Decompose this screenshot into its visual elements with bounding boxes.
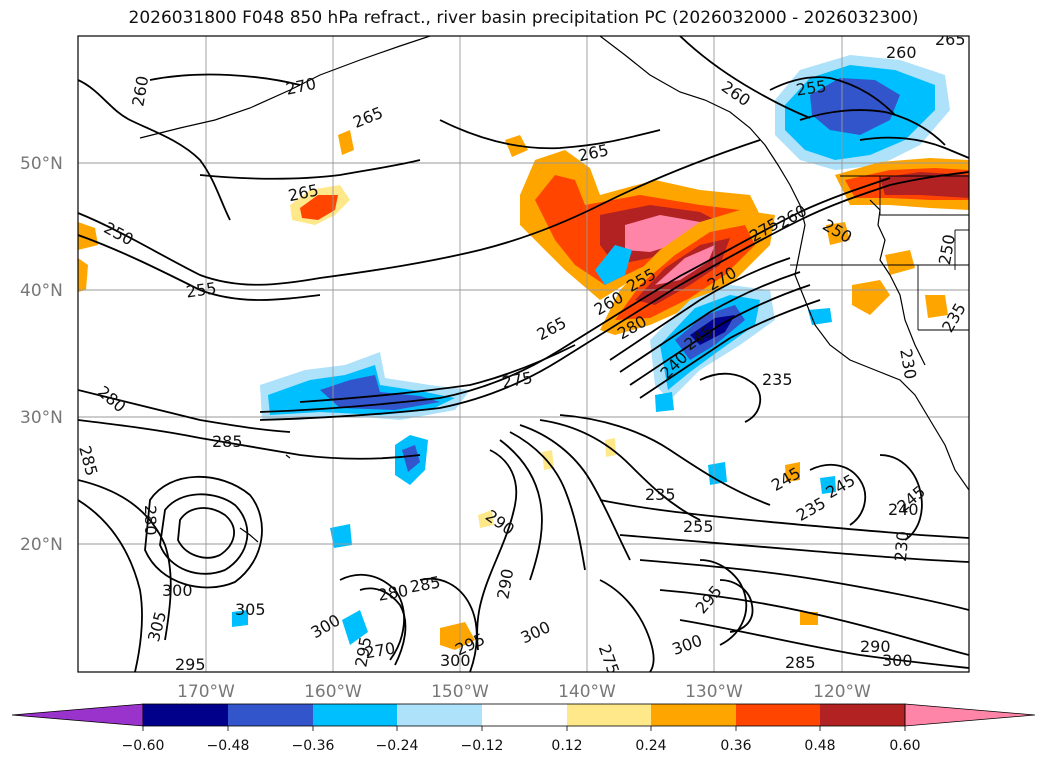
contour-label: 260 (886, 43, 917, 62)
colorbar-tick-label: −0.12 (461, 738, 504, 754)
colorbar-tick-label: 0.48 (804, 738, 835, 754)
colorbar-tick-label: −0.60 (122, 738, 165, 754)
colorbar-ticks (142, 726, 906, 731)
shading-blue-ep (808, 308, 832, 325)
lon-label: 150°W (431, 682, 489, 702)
lon-axis: 170°W 160°W 150°W 140°W 130°W 120°W (177, 682, 871, 702)
contour-label: 285 (75, 444, 101, 478)
lon-label: 120°W (813, 682, 871, 702)
shading-layer (78, 55, 969, 650)
contour-label: 265 (935, 30, 966, 49)
shading-darkred-ne (880, 172, 969, 198)
shading-orange-south2 (478, 510, 494, 528)
shading-orange-52n (338, 130, 354, 155)
contour-label: 285 (212, 432, 243, 451)
contour-label: 305 (235, 600, 266, 619)
colorbar-tick-label: 0.24 (635, 738, 666, 754)
contour-label: 255 (185, 278, 218, 301)
colorbar-tick-label: 0.12 (551, 738, 582, 754)
lon-label: 140°W (558, 682, 616, 702)
shading-orange-inland3 (885, 250, 915, 275)
coastlines (139, 36, 969, 543)
colorbar-segment (397, 704, 482, 726)
shading-blue-north-deep (810, 78, 900, 135)
colorbar-segment (567, 704, 651, 726)
shading-orange-inland4 (925, 295, 948, 318)
colorbar-segment (143, 704, 228, 726)
lat-label: 30°N (20, 408, 63, 428)
shading-blue-south3 (232, 610, 248, 627)
contour-label: 300 (440, 651, 471, 670)
contour-label: 235 (762, 370, 793, 389)
shading-blue-south1 (330, 524, 352, 548)
colorbar-extend-right (904, 703, 1036, 727)
colorbar-frame (142, 703, 906, 727)
shading-blue-south2 (342, 610, 368, 645)
shading-orange-45n (78, 222, 98, 250)
colorbar-segment (736, 704, 820, 726)
contour-label: 240 (888, 500, 919, 519)
shading-blue-south4 (655, 392, 674, 412)
lon-label: 170°W (177, 682, 235, 702)
colorbar-segment (313, 704, 397, 726)
colorbar-tick-label: −0.24 (376, 738, 419, 754)
shading-orange-south4 (800, 612, 818, 625)
shading-orange-inland2 (852, 280, 890, 315)
colorbar-tick-label: −0.36 (292, 738, 335, 754)
colorbar-tick-label: −0.48 (207, 738, 250, 754)
map-frame (77, 35, 970, 673)
shading-orange-40n (78, 258, 88, 292)
lat-label: 40°N (20, 281, 63, 301)
lat-label: 50°N (20, 154, 63, 174)
political-borders (790, 175, 969, 331)
colorbar-tick-label: 0.60 (889, 738, 920, 754)
map-title: 2026031800 F048 850 hPa refract., river … (128, 8, 919, 28)
shading-orange-south3 (785, 462, 800, 482)
shading-blue-south5 (708, 462, 727, 485)
colorbar-segment (482, 704, 567, 726)
colorbar-segment (820, 704, 905, 726)
contour-label: 285 (785, 653, 816, 672)
shading-orange-south1 (440, 622, 475, 650)
colorbar-segment (651, 704, 736, 726)
shading-blue-south6 (820, 476, 836, 494)
shading-blue-25n-deep (402, 445, 420, 472)
colorbar-segment (228, 704, 313, 726)
contour-label: 230 (891, 530, 913, 562)
contour-label: 295 (175, 655, 206, 674)
shading-red-47n (300, 195, 338, 220)
contour-label: 255 (683, 517, 714, 536)
contour-label: 300 (162, 581, 193, 600)
contour-label: 280 (141, 505, 160, 536)
contour-label: 300 (882, 651, 913, 670)
colorbar-tick-label: 0.36 (720, 738, 751, 754)
lat-label: 20°N (20, 535, 63, 555)
shading-pink-nw (625, 215, 700, 252)
contour-label: 255 (795, 76, 828, 99)
contour-label: 290 (860, 637, 891, 656)
lon-label: 130°W (685, 682, 743, 702)
shading-blue-40n (595, 245, 632, 285)
lon-label: 160°W (304, 682, 362, 702)
lat-axis: 50°N 40°N 30°N 20°N (20, 154, 63, 555)
contour-label: 235 (645, 485, 676, 504)
shading-pink-jet (655, 245, 715, 285)
colorbar: −0.60 −0.48 −0.36 −0.24 −0.12 0.12 0.24 … (11, 703, 1036, 754)
shading-orange-inland1 (826, 222, 850, 245)
colorbar-extend-left (11, 703, 144, 727)
refractivity-contours (78, 36, 969, 672)
